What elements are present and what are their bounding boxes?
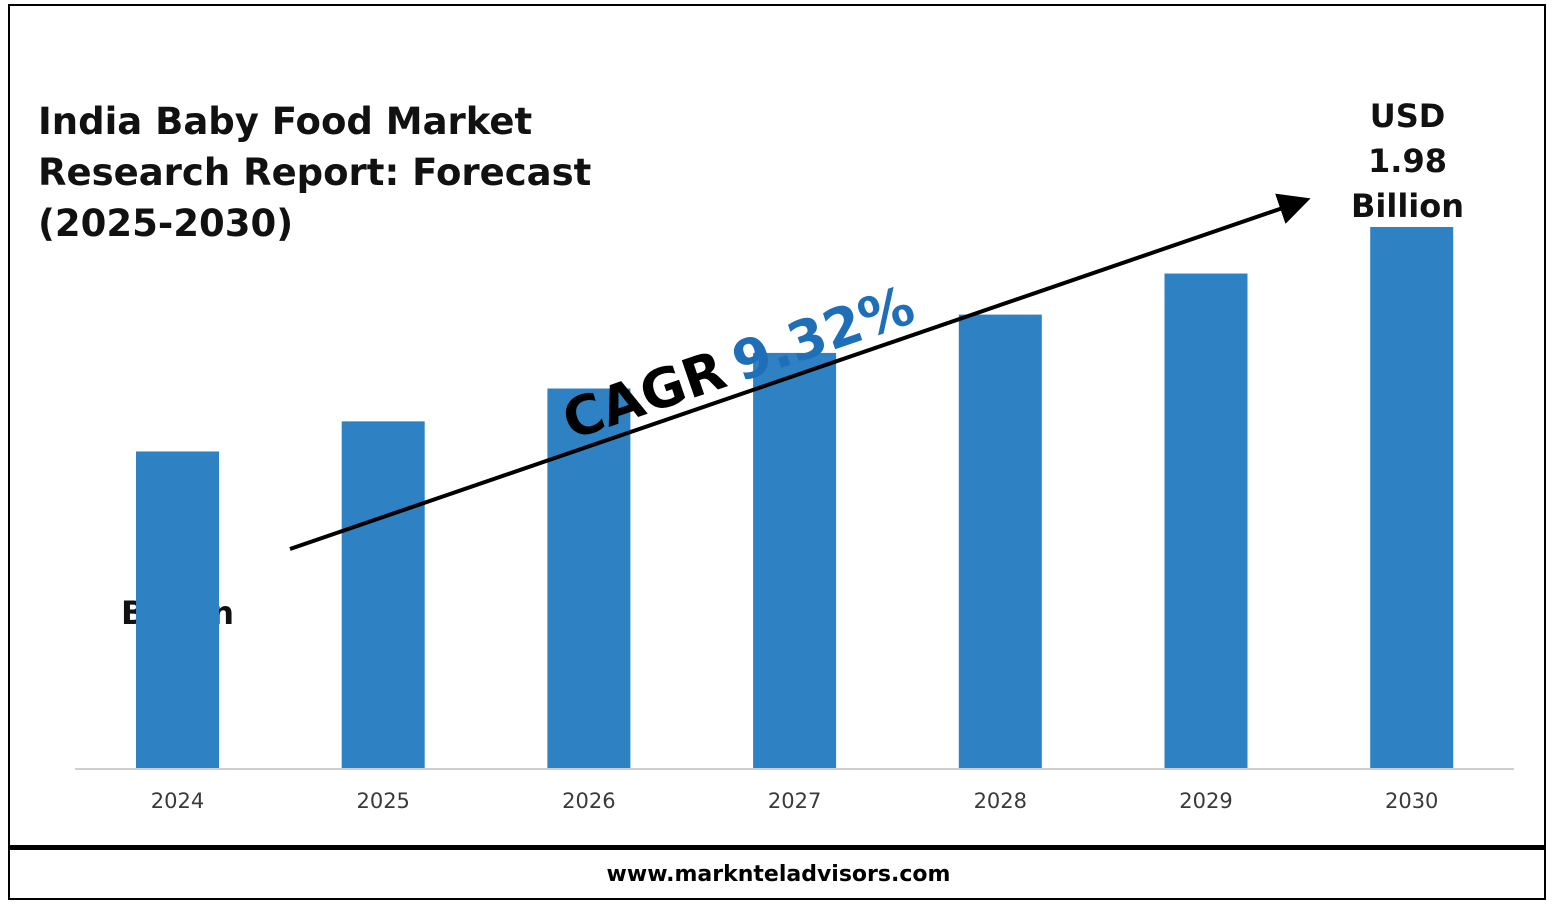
cagr-trend-arrow	[289, 193, 1311, 551]
x-tick-2025: 2025	[356, 789, 409, 813]
footer-divider	[8, 845, 1546, 850]
bar-2025	[341, 421, 425, 769]
x-tick-2027: 2027	[768, 789, 821, 813]
end-value-label: USD 1.98 Billion	[1330, 94, 1485, 229]
chart-frame	[8, 4, 1546, 900]
cagr-annotation: CAGR9.32%	[555, 274, 922, 453]
bar-2028	[958, 314, 1042, 769]
x-tick-2026: 2026	[562, 789, 615, 813]
cagr-prefix: CAGR	[555, 338, 734, 452]
end-value-currency: USD	[1369, 97, 1446, 135]
x-tick-2024: 2024	[151, 789, 204, 813]
x-tick-labels: 2024 2025 2026 2027 2028 2029 2030	[151, 789, 1439, 813]
bar-2024	[136, 451, 219, 769]
end-value-number: 1.98	[1368, 142, 1447, 180]
bar-2029	[1164, 273, 1248, 769]
bar-2030	[1370, 227, 1454, 769]
bars-group	[136, 227, 1454, 769]
bar-2026	[547, 388, 631, 769]
chart-title: India Baby Food Market Research Report: …	[38, 100, 592, 245]
footer-url[interactable]: www.marknteladvisors.com	[606, 862, 951, 887]
x-tick-2028: 2028	[974, 789, 1027, 813]
x-tick-2030: 2030	[1385, 789, 1438, 813]
x-tick-2029: 2029	[1179, 789, 1232, 813]
bar-2027	[753, 352, 837, 769]
end-value-unit: Billion	[1350, 187, 1465, 225]
